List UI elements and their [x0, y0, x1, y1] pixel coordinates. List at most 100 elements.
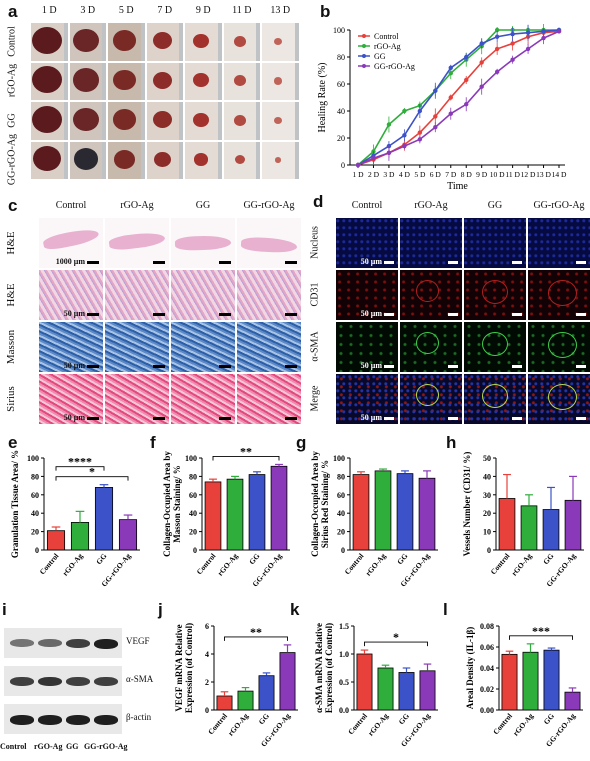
- x-tick-label: Control: [195, 552, 218, 577]
- x-tick-label: 13 D: [536, 170, 551, 179]
- day-label: 9 D: [195, 5, 211, 16]
- bar: [396, 473, 414, 551]
- data-point: [371, 156, 376, 161]
- col-label: Control: [351, 200, 383, 211]
- y-tick-label: 0: [341, 161, 345, 170]
- wound-photo: [146, 23, 183, 61]
- scale-bar: [87, 417, 99, 420]
- bar: [374, 470, 392, 551]
- blot-band: [94, 639, 118, 649]
- wound-photo: [31, 102, 68, 140]
- scale-bar: [576, 417, 586, 420]
- wound-photo: [262, 141, 299, 179]
- day-label: 11 D: [232, 5, 252, 16]
- scale-bar: [384, 313, 394, 316]
- scale-bar: [512, 365, 522, 368]
- histology-image: [237, 270, 301, 320]
- significance-label: *: [393, 630, 399, 644]
- wound-area: [153, 32, 173, 50]
- row-label: Masson: [5, 329, 17, 365]
- row-label: Nucleus: [309, 226, 321, 259]
- wound-photo: [31, 23, 68, 61]
- vessel-ring: [482, 384, 508, 408]
- histology-image: 50 μm: [39, 374, 103, 424]
- series-line: [357, 29, 559, 166]
- wound-area: [33, 146, 62, 172]
- significance-bracket: [224, 636, 288, 641]
- band-label: β-actin: [126, 712, 152, 722]
- scale-label: 50 μm: [360, 361, 382, 370]
- wound-photo: [69, 23, 106, 61]
- data-point: [448, 111, 453, 116]
- significance-bracket: [212, 455, 280, 461]
- wound-area: [32, 105, 63, 133]
- bar: [398, 672, 415, 711]
- x-tick-label: rGO-Ag: [60, 551, 84, 577]
- wound-photo: [146, 102, 183, 140]
- col-label: GG-rGO-Ag: [533, 200, 585, 211]
- legend-marker: [362, 34, 366, 38]
- y-tick-label: 60: [189, 491, 197, 500]
- scale-bar: [285, 365, 297, 368]
- y-tick-label: 6: [205, 622, 209, 631]
- data-point: [510, 41, 515, 46]
- x-tick-label: GG: [397, 711, 412, 726]
- x-tick-label: 2 D: [368, 170, 380, 179]
- data-point: [417, 137, 423, 142]
- wound-area: [275, 157, 282, 163]
- y-tick-label: 100: [185, 454, 197, 463]
- bar: [377, 667, 394, 711]
- y-tick-label: 60: [31, 491, 39, 500]
- fluorescence-image: [464, 374, 526, 424]
- wound-area: [112, 30, 136, 51]
- blot-band: [94, 715, 118, 725]
- y-tick-label: 80: [337, 472, 345, 481]
- y-tick-label: 0: [341, 546, 345, 555]
- wound-photo: [223, 102, 260, 140]
- bar: [248, 474, 266, 551]
- x-tick-label: rGO-Ag: [511, 711, 535, 737]
- wound-area: [72, 68, 99, 92]
- scale-bar: [153, 261, 165, 264]
- legend-label: rGO-Ag: [374, 42, 401, 51]
- y-axis-label-line-2: Expression (of Control): [184, 623, 194, 713]
- lane-label: GG: [66, 742, 79, 751]
- bar: [564, 691, 581, 711]
- vessel-ring: [548, 332, 577, 358]
- wound-photo: [69, 62, 106, 100]
- data-point: [433, 125, 438, 130]
- panel-label-e: e: [8, 433, 18, 452]
- y-axis-label: Collagen-Occupied Area by: [310, 451, 320, 557]
- wound-area: [113, 149, 135, 169]
- bar: [216, 695, 233, 711]
- bar: [279, 652, 296, 711]
- x-tick-label: 14 D: [552, 170, 567, 179]
- y-tick-label: 60: [337, 491, 345, 500]
- y-axis-label: Healing Rate (%): [317, 63, 328, 133]
- y-tick-label: 40: [189, 509, 197, 518]
- histology-image: [237, 374, 301, 424]
- fluorescence-image: [400, 322, 462, 372]
- bar: [542, 509, 560, 551]
- wound-area: [274, 116, 283, 125]
- fluorescence-image: 50 μm: [336, 322, 398, 372]
- significance-label: **: [250, 625, 262, 639]
- panel-label-h: h: [446, 433, 457, 452]
- bar: [356, 653, 373, 711]
- y-tick-label: 1.0: [339, 650, 349, 659]
- wound-area: [112, 69, 136, 91]
- bar: [498, 498, 516, 551]
- wound-area: [193, 33, 210, 48]
- fluorescence-image: [528, 270, 590, 320]
- data-point: [494, 27, 500, 33]
- significance-bracket: [55, 466, 105, 471]
- data-point: [541, 35, 546, 41]
- scale-bar: [153, 417, 165, 420]
- vessel-ring: [482, 332, 508, 356]
- day-label: 7 D: [157, 5, 173, 16]
- bar: [226, 478, 244, 551]
- fluorescence-image: 50 μm: [336, 270, 398, 320]
- y-axis-label: VEGF mRNA Relative: [174, 624, 184, 711]
